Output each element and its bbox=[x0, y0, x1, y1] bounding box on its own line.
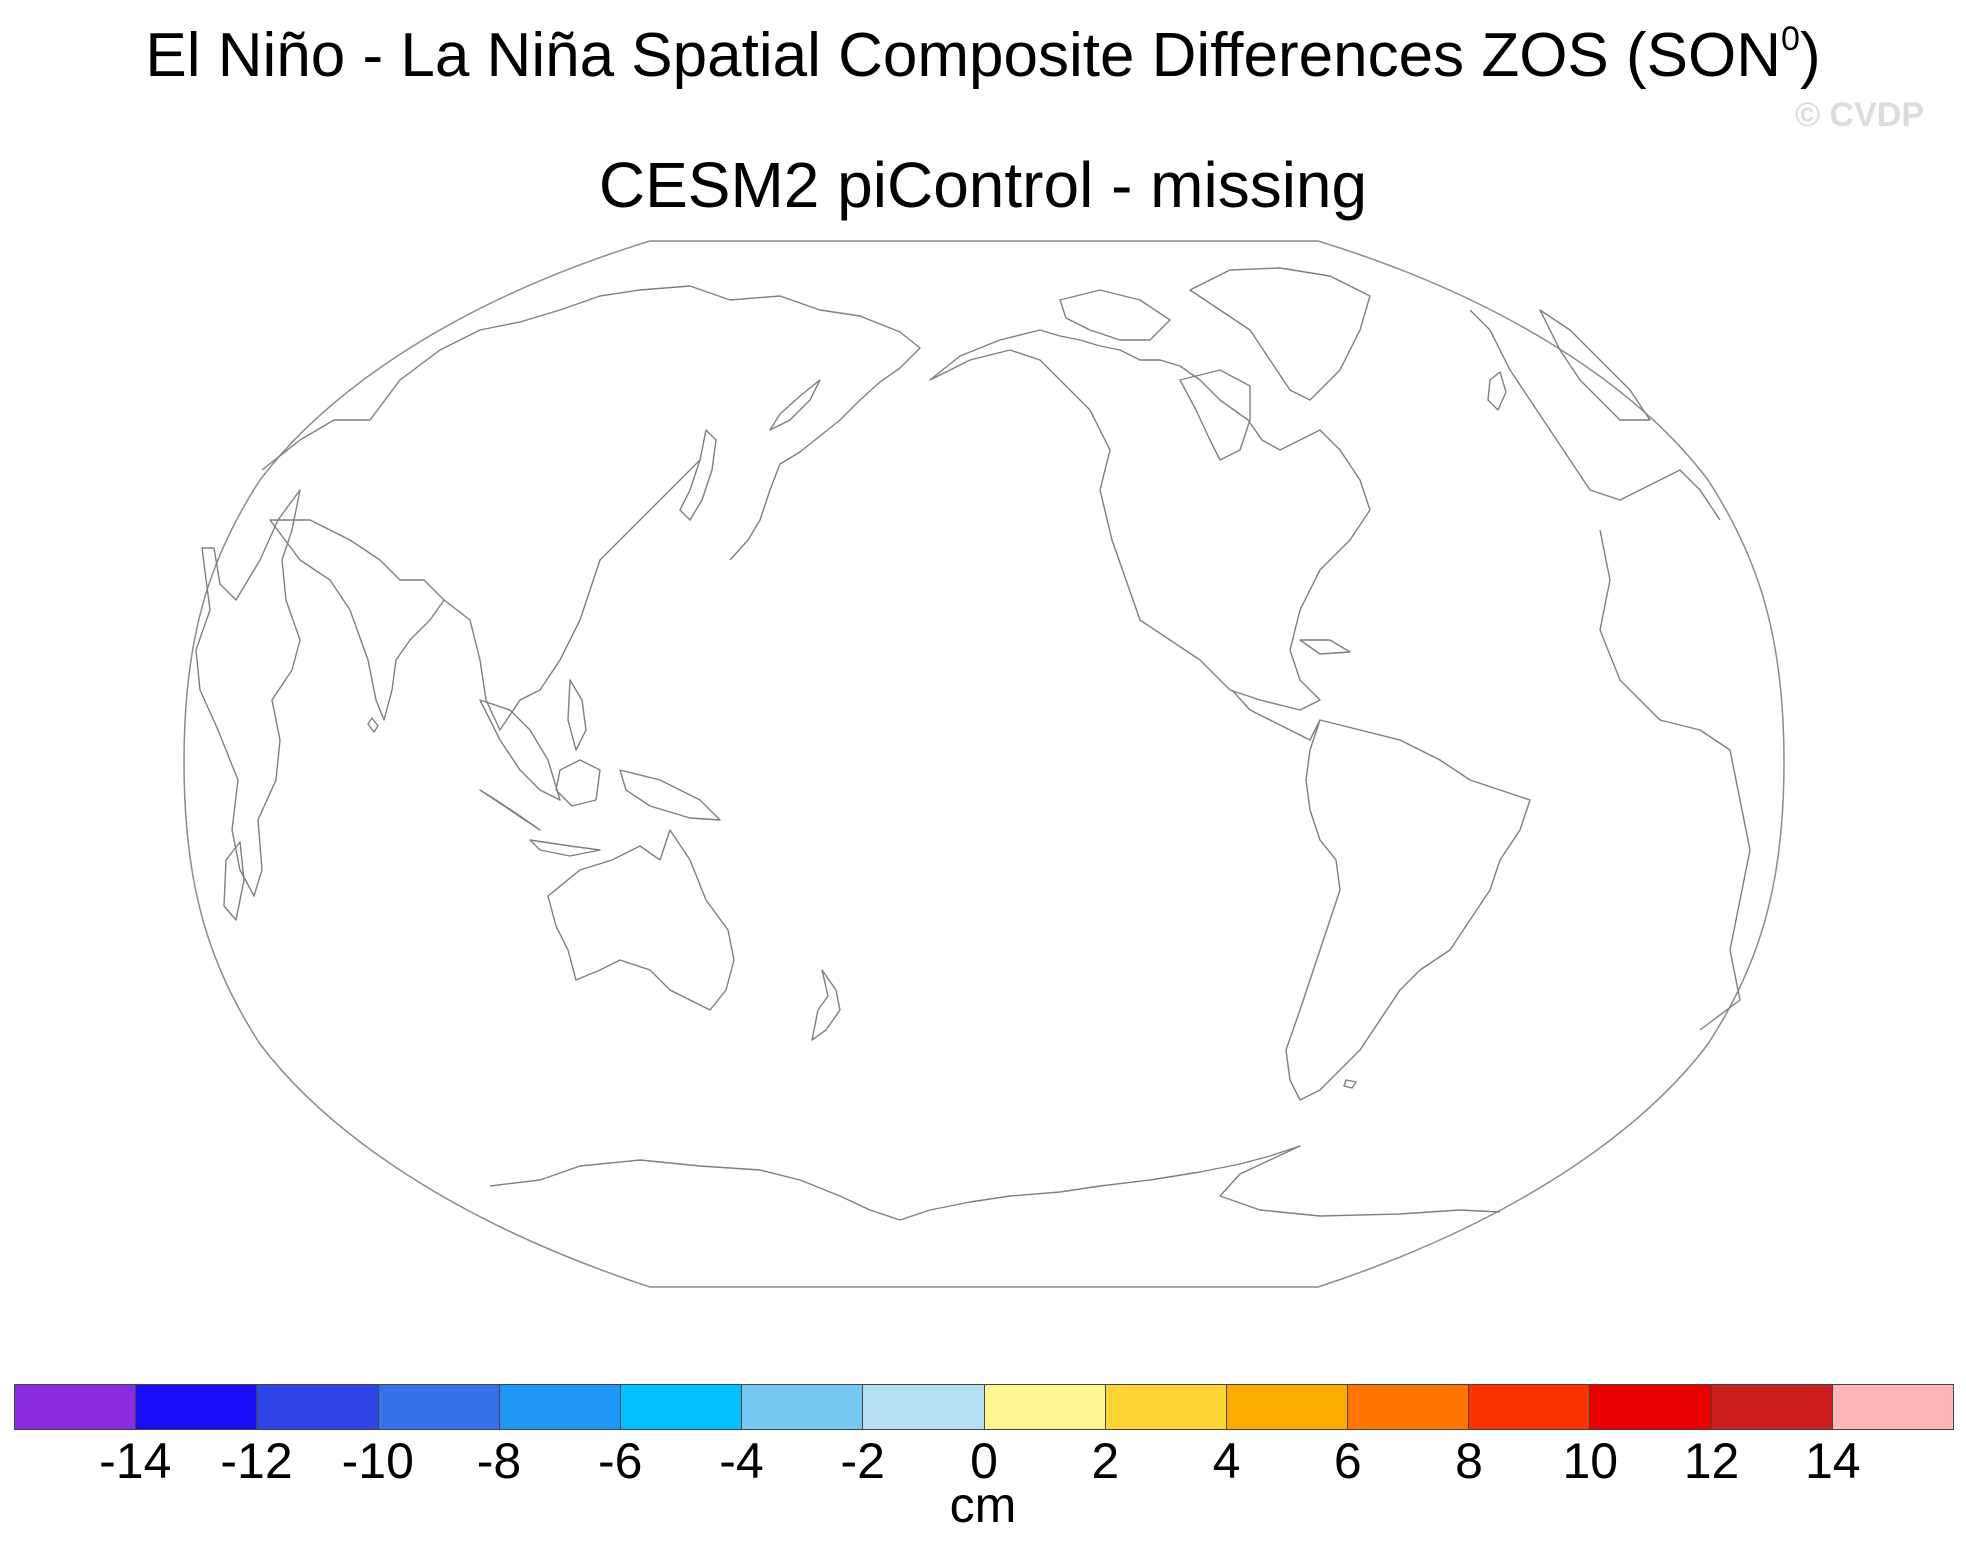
colorbar-tick-label: -10 bbox=[341, 1433, 414, 1489]
colorbar-box bbox=[136, 1385, 258, 1429]
newguinea-coast bbox=[619, 769, 721, 821]
colorbar-tick-label: -14 bbox=[99, 1433, 172, 1489]
china-coast bbox=[443, 459, 701, 731]
colorbar-box bbox=[742, 1385, 864, 1429]
africa-east-coast bbox=[1599, 529, 1751, 1031]
colorbar-box bbox=[984, 1385, 1106, 1429]
indochina-coast bbox=[479, 699, 561, 801]
europe-coast bbox=[1469, 309, 1721, 521]
africa-coast bbox=[195, 489, 301, 897]
centralamerica-coast bbox=[1231, 689, 1321, 741]
japan-coast bbox=[679, 429, 717, 521]
colorbar-box bbox=[1226, 1385, 1349, 1429]
madagascar-coast bbox=[223, 841, 245, 921]
colorbar-box bbox=[257, 1385, 379, 1429]
australia-coast bbox=[547, 829, 735, 1011]
colorbar-tick-label: -8 bbox=[476, 1433, 522, 1489]
map-border bbox=[183, 240, 1785, 1288]
southamerica-coast bbox=[1285, 719, 1531, 1101]
colorbar-tick-label: 6 bbox=[1333, 1433, 1362, 1489]
colorbar-tick-label: -2 bbox=[840, 1433, 885, 1489]
map-title-close: ) bbox=[1799, 21, 1821, 90]
map-title: El Niño - La Niña Spatial Composite Diff… bbox=[0, 20, 1966, 90]
scandinavia-coast bbox=[1539, 309, 1651, 421]
colorbar-box bbox=[15, 1385, 137, 1429]
colorbar-tick-label: -4 bbox=[719, 1433, 764, 1489]
greenland-coast bbox=[1189, 267, 1371, 401]
colorbar-box bbox=[863, 1385, 985, 1429]
map-frame bbox=[183, 240, 1785, 1288]
colorbar-box bbox=[1590, 1385, 1712, 1429]
colorbar-tick-label: -6 bbox=[598, 1433, 643, 1489]
map-title-superscript: 0 bbox=[1781, 20, 1800, 58]
falklands-coast bbox=[1343, 1079, 1357, 1089]
sumatra-coast bbox=[479, 789, 541, 831]
india-coast bbox=[269, 519, 445, 721]
colorbar-box bbox=[378, 1385, 500, 1429]
colorbar-tick-label: 2 bbox=[1091, 1433, 1120, 1489]
colorbar-box bbox=[1711, 1385, 1833, 1429]
hudson-bay-coast bbox=[1179, 369, 1251, 461]
cvdp-watermark: © CVDP bbox=[1795, 96, 1924, 134]
kamchatka-coast bbox=[769, 379, 821, 431]
map-title-text: El Niño - La Niña Spatial Composite Diff… bbox=[145, 21, 1782, 90]
uk-coast bbox=[1487, 371, 1507, 411]
colorbar-units: cm bbox=[949, 1477, 1017, 1533]
colorbar-tick-label: 14 bbox=[1804, 1433, 1861, 1489]
eurasia-north-coast bbox=[261, 285, 921, 561]
srilanka-coast bbox=[367, 717, 379, 733]
colorbar-box bbox=[1832, 1385, 1953, 1429]
colorbar-tick-label: -12 bbox=[220, 1433, 293, 1489]
colorbar-tick-label: 0 bbox=[970, 1433, 998, 1489]
colorbar-tick-label: 10 bbox=[1562, 1433, 1619, 1489]
colorbar-tick-label: 4 bbox=[1212, 1433, 1241, 1489]
colorbar-tick-label: 12 bbox=[1683, 1433, 1740, 1489]
colorbar-box bbox=[620, 1385, 743, 1429]
arctic-islands-coast bbox=[1059, 289, 1171, 341]
cuba-coast bbox=[1299, 639, 1351, 655]
colorbar-box bbox=[1348, 1385, 1470, 1429]
borneo-coast bbox=[555, 759, 601, 807]
colorbar bbox=[14, 1384, 1954, 1430]
colorbar-box bbox=[1469, 1385, 1591, 1429]
coastlines bbox=[195, 267, 1751, 1221]
colorbar-box bbox=[499, 1385, 621, 1429]
colorbar-box bbox=[1105, 1385, 1227, 1429]
antarctica-coast bbox=[489, 1145, 1501, 1221]
colorbar-tick-label: 8 bbox=[1455, 1433, 1483, 1489]
northamerica-coast bbox=[929, 329, 1371, 711]
map-subtitle: CESM2 piControl - missing bbox=[598, 149, 1368, 221]
newzealand-coast bbox=[811, 969, 841, 1041]
java-coast bbox=[529, 839, 601, 857]
philippines-coast bbox=[567, 679, 587, 751]
